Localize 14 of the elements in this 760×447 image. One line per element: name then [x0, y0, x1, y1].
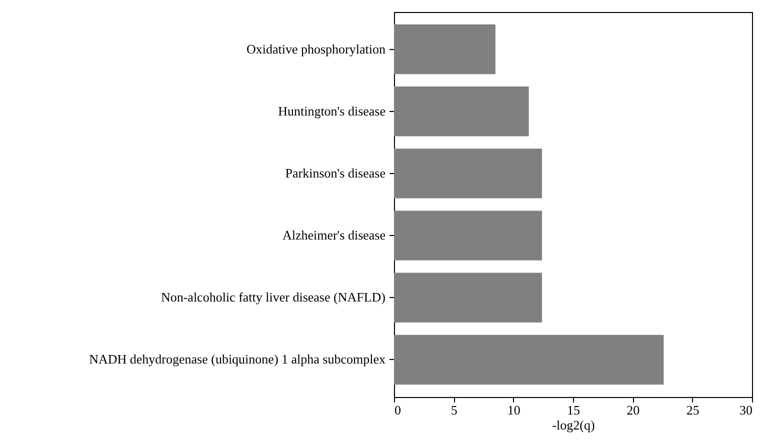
x-tick-label: 15 [567, 402, 580, 418]
x-axis-title: -log2(q) [552, 418, 595, 432]
y-tick-label: Huntington's disease [278, 103, 386, 118]
x-tick-label: 20 [626, 402, 640, 418]
x-tick-label: 5 [450, 402, 458, 418]
y-tick-label: Parkinson's disease [285, 165, 386, 180]
x-tick-label: 10 [507, 402, 520, 418]
x-tick-label: 25 [686, 402, 700, 418]
y-tick-label: Alzheimer's disease [282, 228, 386, 243]
x-tick-label: 30 [740, 402, 752, 418]
y-tick-label: NADH dehydrogenase (ubiquinone) 1 alpha subcomplex [89, 352, 386, 367]
y-tick-label: Oxidative phosphorylation [246, 41, 386, 56]
x-tick-label: 0 [394, 402, 401, 418]
y-tick-label: Non-alcoholic fatty liver disease (NAFLD) [160, 290, 386, 305]
